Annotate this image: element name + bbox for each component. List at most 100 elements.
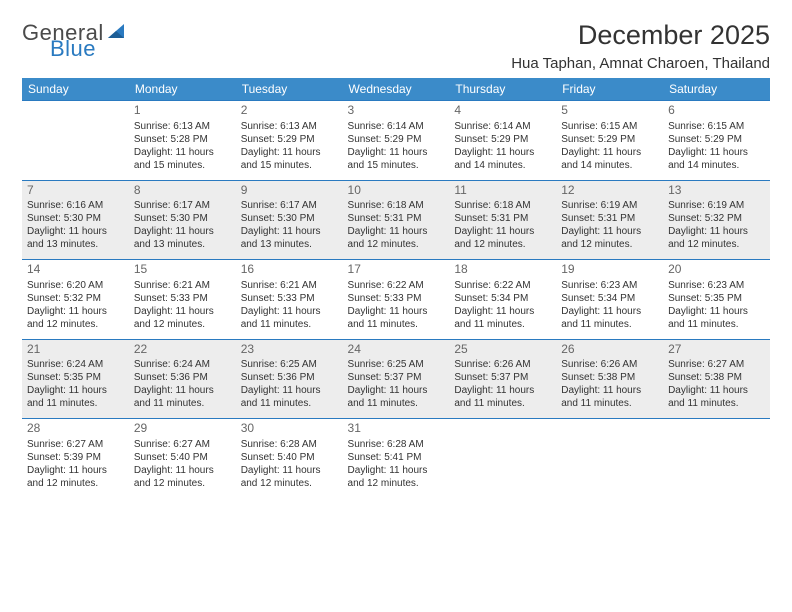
day1-line: Daylight: 11 hours (454, 146, 551, 159)
day2-line: and 14 minutes. (668, 159, 765, 172)
day-number: 9 (241, 183, 338, 199)
sunrise-line: Sunrise: 6:26 AM (561, 358, 658, 371)
day-number: 16 (241, 262, 338, 278)
day2-line: and 11 minutes. (668, 318, 765, 331)
day-number: 5 (561, 103, 658, 119)
sunrise-line: Sunrise: 6:25 AM (348, 358, 445, 371)
sunrise-line: Sunrise: 6:23 AM (668, 279, 765, 292)
day-cell: 3Sunrise: 6:14 AMSunset: 5:29 PMDaylight… (343, 101, 450, 181)
sunrise-line: Sunrise: 6:21 AM (134, 279, 231, 292)
week-row: 1Sunrise: 6:13 AMSunset: 5:28 PMDaylight… (22, 101, 770, 181)
day1-line: Daylight: 11 hours (27, 384, 124, 397)
day-cell: 23Sunrise: 6:25 AMSunset: 5:36 PMDayligh… (236, 339, 343, 419)
sunset-line: Sunset: 5:36 PM (241, 371, 338, 384)
day1-line: Daylight: 11 hours (561, 384, 658, 397)
day1-line: Daylight: 11 hours (241, 305, 338, 318)
day-number: 26 (561, 342, 658, 358)
day2-line: and 11 minutes. (348, 318, 445, 331)
day-number: 14 (27, 262, 124, 278)
day-number: 4 (454, 103, 551, 119)
day1-line: Daylight: 11 hours (134, 305, 231, 318)
day1-line: Daylight: 11 hours (454, 225, 551, 238)
day-cell: 11Sunrise: 6:18 AMSunset: 5:31 PMDayligh… (449, 180, 556, 260)
sunrise-line: Sunrise: 6:13 AM (134, 120, 231, 133)
sunrise-line: Sunrise: 6:22 AM (454, 279, 551, 292)
sunrise-line: Sunrise: 6:17 AM (134, 199, 231, 212)
day-number: 13 (668, 183, 765, 199)
col-wednesday: Wednesday (343, 78, 450, 101)
day2-line: and 12 minutes. (134, 477, 231, 490)
week-row: 21Sunrise: 6:24 AMSunset: 5:35 PMDayligh… (22, 339, 770, 419)
day-cell: 31Sunrise: 6:28 AMSunset: 5:41 PMDayligh… (343, 419, 450, 498)
day2-line: and 13 minutes. (241, 238, 338, 251)
sunset-line: Sunset: 5:29 PM (241, 133, 338, 146)
day-cell: 8Sunrise: 6:17 AMSunset: 5:30 PMDaylight… (129, 180, 236, 260)
day2-line: and 11 minutes. (241, 397, 338, 410)
day1-line: Daylight: 11 hours (241, 384, 338, 397)
day-cell: 1Sunrise: 6:13 AMSunset: 5:28 PMDaylight… (129, 101, 236, 181)
col-saturday: Saturday (663, 78, 770, 101)
sunset-line: Sunset: 5:32 PM (668, 212, 765, 225)
day2-line: and 15 minutes. (348, 159, 445, 172)
day-number: 20 (668, 262, 765, 278)
day1-line: Daylight: 11 hours (348, 384, 445, 397)
day-number: 31 (348, 421, 445, 437)
day-number: 6 (668, 103, 765, 119)
sunset-line: Sunset: 5:33 PM (241, 292, 338, 305)
sunset-line: Sunset: 5:35 PM (27, 371, 124, 384)
weekday-row: Sunday Monday Tuesday Wednesday Thursday… (22, 78, 770, 101)
logo: General Blue (22, 22, 126, 60)
day-number: 29 (134, 421, 231, 437)
day-cell: 16Sunrise: 6:21 AMSunset: 5:33 PMDayligh… (236, 260, 343, 340)
sunrise-line: Sunrise: 6:28 AM (348, 438, 445, 451)
day-cell: 4Sunrise: 6:14 AMSunset: 5:29 PMDaylight… (449, 101, 556, 181)
sunrise-line: Sunrise: 6:24 AM (134, 358, 231, 371)
sunset-line: Sunset: 5:40 PM (241, 451, 338, 464)
sunrise-line: Sunrise: 6:22 AM (348, 279, 445, 292)
day-cell: 19Sunrise: 6:23 AMSunset: 5:34 PMDayligh… (556, 260, 663, 340)
day-cell: 26Sunrise: 6:26 AMSunset: 5:38 PMDayligh… (556, 339, 663, 419)
day-cell: 9Sunrise: 6:17 AMSunset: 5:30 PMDaylight… (236, 180, 343, 260)
day1-line: Daylight: 11 hours (454, 305, 551, 318)
col-friday: Friday (556, 78, 663, 101)
day1-line: Daylight: 11 hours (348, 146, 445, 159)
sunrise-line: Sunrise: 6:18 AM (454, 199, 551, 212)
calendar-page: General Blue December 2025 Hua Taphan, A… (0, 0, 792, 510)
day-cell: 17Sunrise: 6:22 AMSunset: 5:33 PMDayligh… (343, 260, 450, 340)
calendar-head: Sunday Monday Tuesday Wednesday Thursday… (22, 78, 770, 101)
day2-line: and 11 minutes. (561, 318, 658, 331)
day1-line: Daylight: 11 hours (134, 225, 231, 238)
day1-line: Daylight: 11 hours (241, 225, 338, 238)
day1-line: Daylight: 11 hours (134, 146, 231, 159)
sunrise-line: Sunrise: 6:27 AM (134, 438, 231, 451)
col-tuesday: Tuesday (236, 78, 343, 101)
day1-line: Daylight: 11 hours (668, 305, 765, 318)
day-cell: 25Sunrise: 6:26 AMSunset: 5:37 PMDayligh… (449, 339, 556, 419)
day-number: 28 (27, 421, 124, 437)
sunrise-line: Sunrise: 6:20 AM (27, 279, 124, 292)
week-row: 28Sunrise: 6:27 AMSunset: 5:39 PMDayligh… (22, 419, 770, 498)
day2-line: and 11 minutes. (561, 397, 658, 410)
day2-line: and 14 minutes. (561, 159, 658, 172)
sunrise-line: Sunrise: 6:18 AM (348, 199, 445, 212)
day2-line: and 12 minutes. (27, 318, 124, 331)
day-number: 30 (241, 421, 338, 437)
day1-line: Daylight: 11 hours (27, 464, 124, 477)
day-number: 23 (241, 342, 338, 358)
sunset-line: Sunset: 5:34 PM (454, 292, 551, 305)
sunrise-line: Sunrise: 6:25 AM (241, 358, 338, 371)
sunset-line: Sunset: 5:30 PM (27, 212, 124, 225)
month-title: December 2025 (511, 20, 770, 51)
day1-line: Daylight: 11 hours (668, 146, 765, 159)
title-block: December 2025 Hua Taphan, Amnat Charoen,… (511, 20, 770, 72)
day1-line: Daylight: 11 hours (27, 305, 124, 318)
day2-line: and 11 minutes. (134, 397, 231, 410)
day-cell: 30Sunrise: 6:28 AMSunset: 5:40 PMDayligh… (236, 419, 343, 498)
day-number: 19 (561, 262, 658, 278)
day-cell: 13Sunrise: 6:19 AMSunset: 5:32 PMDayligh… (663, 180, 770, 260)
day2-line: and 12 minutes. (454, 238, 551, 251)
day2-line: and 15 minutes. (241, 159, 338, 172)
header: General Blue December 2025 Hua Taphan, A… (22, 20, 770, 72)
week-row: 14Sunrise: 6:20 AMSunset: 5:32 PMDayligh… (22, 260, 770, 340)
sunset-line: Sunset: 5:41 PM (348, 451, 445, 464)
